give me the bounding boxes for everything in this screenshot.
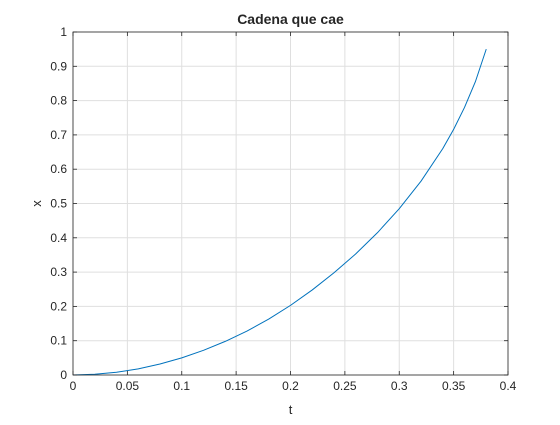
x-axis-label: t — [289, 402, 293, 417]
x-tick-label: 0.05 — [116, 379, 140, 393]
y-tick-label: 0 — [60, 368, 67, 382]
y-tick-label: 0.8 — [50, 94, 67, 108]
x-tick-label: 0.4 — [500, 379, 517, 393]
y-tick-label: 0.7 — [50, 128, 67, 142]
y-tick-label: 1 — [60, 25, 67, 39]
y-tick-label: 0.1 — [50, 334, 67, 348]
x-tick-label: 0 — [70, 379, 77, 393]
y-tick-label: 0.5 — [50, 197, 67, 211]
y-tick-label: 0.2 — [50, 299, 67, 313]
series-line-0 — [72, 48, 487, 376]
y-tick-label: 0.4 — [50, 231, 67, 245]
x-tick-label: 0.1 — [173, 379, 190, 393]
y-tick-label: 0.6 — [50, 162, 67, 176]
x-tick-label: 0.35 — [442, 379, 466, 393]
ticks: 0 0.05 0.1 0.15 0.2 0.25 0.3 0.35 0.4 0 0.1 0.2 0.3 0… — [50, 25, 516, 393]
x-tick-label: 0.3 — [391, 379, 408, 393]
y-tick-label: 0.9 — [50, 59, 67, 73]
x-tick-label: 0.15 — [224, 379, 248, 393]
chart-title: Cadena que cae — [237, 11, 344, 27]
series-group — [72, 48, 487, 376]
y-tick-label: 0.3 — [50, 265, 67, 279]
y-axis-label: x — [29, 200, 44, 207]
x-tick-label: 0.2 — [282, 379, 299, 393]
x-tick-label: 0.25 — [333, 379, 357, 393]
